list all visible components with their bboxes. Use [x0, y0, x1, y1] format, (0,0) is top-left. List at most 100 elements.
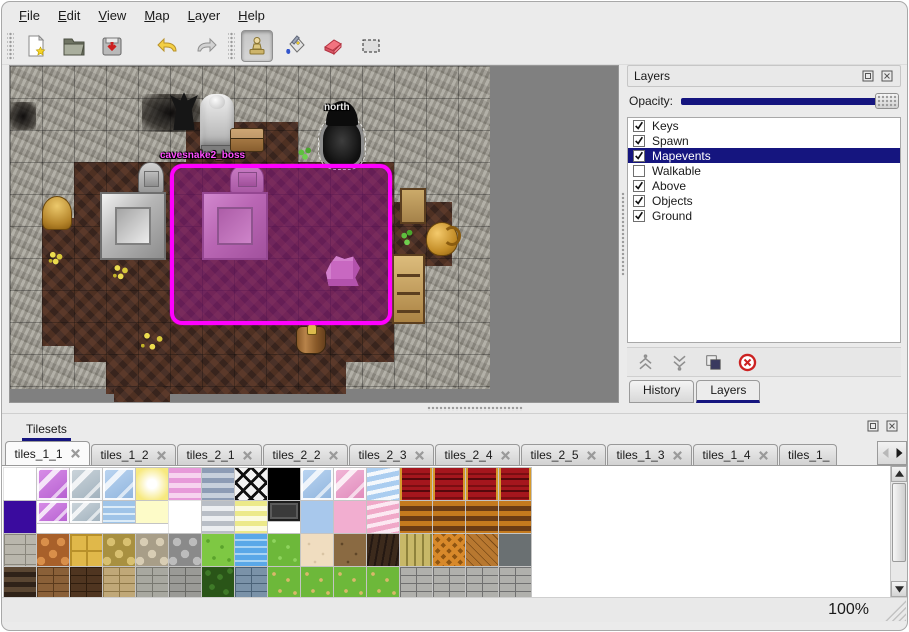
palette-tile[interactable]: [300, 533, 334, 567]
palette-tile[interactable]: [135, 566, 169, 597]
palette-tile[interactable]: [234, 500, 268, 534]
scrollbar-thumb[interactable]: [892, 483, 906, 562]
palette-tile[interactable]: [432, 566, 466, 597]
palette-tile[interactable]: [201, 566, 235, 597]
palette-tile[interactable]: [234, 533, 268, 567]
scroll-up-button[interactable]: [891, 466, 907, 482]
palette-tile[interactable]: [465, 500, 499, 534]
close-tab-icon[interactable]: [672, 450, 683, 461]
dock-tab-history[interactable]: History: [629, 380, 695, 403]
palette-tile[interactable]: [102, 467, 136, 501]
tileset-tab-tiles_2_2[interactable]: tiles_2_2: [263, 444, 348, 465]
layer-row-walkable[interactable]: Walkable: [628, 163, 900, 178]
palette-tile[interactable]: [333, 467, 367, 501]
palette-tile[interactable]: [69, 467, 103, 501]
palette-tile[interactable]: [234, 467, 268, 501]
palette-tile[interactable]: [300, 566, 334, 597]
menu-edit[interactable]: Edit: [57, 7, 81, 23]
opacity-slider-track[interactable]: [681, 98, 899, 105]
palette-tile[interactable]: [201, 500, 235, 534]
scroll-tabs-left-button[interactable]: [878, 442, 892, 464]
fill-tool-button[interactable]: [279, 30, 311, 62]
palette-tile[interactable]: [498, 467, 532, 501]
close-tab-icon[interactable]: [70, 448, 81, 459]
map-canvas[interactable]: north cavesnake2_boss: [9, 65, 619, 403]
palette-tile[interactable]: [300, 467, 334, 501]
opacity-slider[interactable]: [681, 92, 899, 110]
palette-tile[interactable]: [168, 533, 202, 567]
layer-visibility-checkbox[interactable]: [633, 119, 645, 132]
palette-tile[interactable]: [102, 500, 136, 524]
palette-tile[interactable]: [432, 533, 466, 567]
palette-tile[interactable]: [498, 566, 532, 597]
palette-tile[interactable]: [498, 533, 532, 567]
palette-tile[interactable]: [333, 533, 367, 567]
tileset-tab-tiles_1_4[interactable]: tiles_1_4: [693, 444, 778, 465]
tileset-tab-tiles_1_1[interactable]: tiles_1_1: [5, 441, 90, 465]
layer-row-keys[interactable]: Keys: [628, 118, 900, 133]
layer-visibility-checkbox[interactable]: [633, 149, 645, 162]
palette-tile[interactable]: [135, 467, 169, 501]
tileset-tab-tiles_2_3[interactable]: tiles_2_3: [349, 444, 434, 465]
palette-tile[interactable]: [399, 467, 433, 501]
palette-tile[interactable]: [135, 500, 169, 524]
palette-tile[interactable]: [333, 500, 367, 534]
lower-layer-button[interactable]: [667, 350, 691, 374]
tileset-tab-tiles_2_1[interactable]: tiles_2_1: [177, 444, 262, 465]
palette-tile[interactable]: [3, 500, 37, 534]
close-tab-icon[interactable]: [242, 450, 253, 461]
close-tab-icon[interactable]: [758, 450, 769, 461]
palette-tile[interactable]: [267, 467, 301, 501]
palette-tile[interactable]: [201, 533, 235, 567]
float-panel-button[interactable]: [860, 69, 875, 83]
menu-help[interactable]: Help: [238, 7, 265, 23]
resize-grip[interactable]: [884, 599, 906, 621]
palette-tile[interactable]: [267, 566, 301, 597]
layer-row-ground[interactable]: Ground: [628, 208, 900, 223]
tileset-tab-tiles_2_4[interactable]: tiles_2_4: [435, 444, 520, 465]
close-tab-icon[interactable]: [328, 450, 339, 461]
close-tab-icon[interactable]: [156, 450, 167, 461]
close-tab-icon[interactable]: [836, 450, 837, 461]
layer-visibility-checkbox[interactable]: [633, 164, 645, 177]
palette-tile[interactable]: [366, 566, 400, 597]
palette-tile[interactable]: [300, 500, 334, 534]
palette-tile[interactable]: [3, 533, 37, 567]
menu-file[interactable]: File: [19, 7, 40, 23]
palette-tile[interactable]: [465, 566, 499, 597]
palette-tile[interactable]: [36, 467, 70, 501]
palette-tile[interactable]: [498, 500, 532, 534]
palette-tile[interactable]: [267, 500, 301, 522]
map-view[interactable]: north cavesnake2_boss: [10, 66, 490, 402]
palette-tile[interactable]: [168, 566, 202, 597]
layer-row-spawn[interactable]: Spawn: [628, 133, 900, 148]
layer-row-objects[interactable]: Objects: [628, 193, 900, 208]
raise-layer-button[interactable]: [633, 350, 657, 374]
palette-tile[interactable]: [267, 533, 301, 567]
palette-tile[interactable]: [36, 533, 70, 567]
undo-button[interactable]: [152, 30, 184, 62]
palette-tile[interactable]: [135, 533, 169, 567]
layer-row-mapevents[interactable]: Mapevents: [628, 148, 900, 163]
duplicate-layer-button[interactable]: [701, 350, 725, 374]
new-file-button[interactable]: [20, 30, 52, 62]
close-tab-icon[interactable]: [586, 450, 597, 461]
open-file-button[interactable]: [58, 30, 90, 62]
close-tab-icon[interactable]: [500, 450, 511, 461]
menu-layer[interactable]: Layer: [187, 7, 221, 23]
float-panel-button[interactable]: [865, 419, 880, 433]
palette-tile[interactable]: [465, 533, 499, 567]
palette-tile[interactable]: [69, 566, 103, 597]
menu-view[interactable]: View: [98, 7, 127, 23]
tileset-tab-tiles_1_2[interactable]: tiles_1_2: [91, 444, 176, 465]
tileset-tab-tiles_1[interactable]: tiles_1_: [779, 444, 837, 465]
palette-tile[interactable]: [366, 533, 400, 567]
palette-tile[interactable]: [366, 500, 400, 534]
opacity-slider-handle[interactable]: [875, 93, 899, 109]
tileset-tab-tiles_2_5[interactable]: tiles_2_5: [521, 444, 606, 465]
close-panel-button[interactable]: [879, 69, 894, 83]
layer-visibility-checkbox[interactable]: [633, 134, 645, 147]
scroll-down-button[interactable]: [891, 581, 907, 597]
palette-tile[interactable]: [69, 500, 103, 524]
layer-visibility-checkbox[interactable]: [633, 179, 645, 192]
